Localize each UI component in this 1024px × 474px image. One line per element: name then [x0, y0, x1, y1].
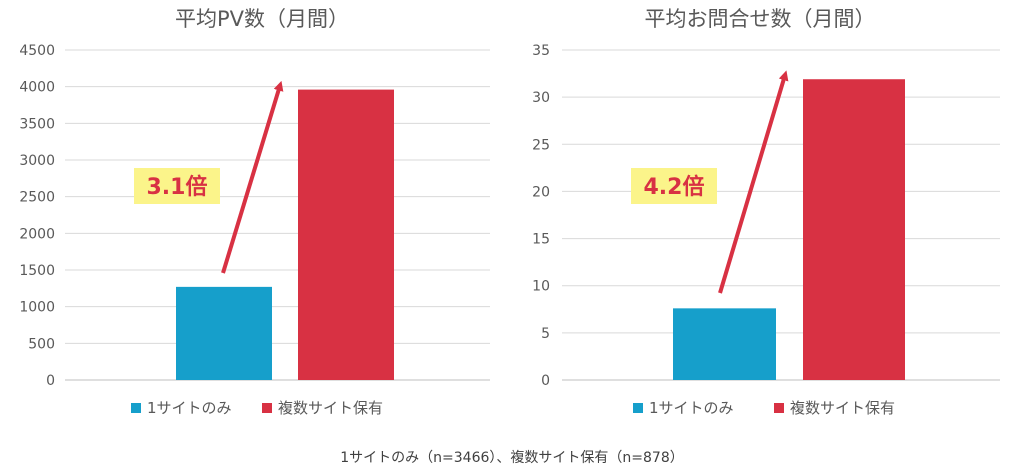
sample-size-footnote: 1サイトのみ（n=3466）、複数サイト保有（n=878）	[340, 449, 683, 466]
bars	[673, 79, 905, 380]
chart-title: 平均お問合せ数（月間）	[645, 7, 876, 31]
multiplier-badge-background	[134, 168, 220, 204]
increase-arrow	[221, 80, 284, 274]
legend-swatch	[262, 403, 272, 413]
y-tick-label: 3000	[19, 153, 55, 169]
legend-swatch	[774, 403, 784, 413]
chart-title: 平均PV数（月間）	[175, 7, 349, 31]
multiplier-badge: 3.1倍	[147, 174, 208, 200]
bar-multi-site	[298, 89, 394, 380]
legend: 1サイトのみ 複数サイト保有	[633, 399, 895, 417]
y-tick-label: 30	[532, 90, 550, 106]
y-tick-label: 10	[532, 279, 550, 295]
y-tick-label: 5	[541, 326, 550, 342]
y-tick-label: 35	[532, 43, 550, 59]
legend-label: 1サイトのみ	[147, 399, 232, 417]
y-tick-label: 4500	[19, 43, 55, 59]
y-axis-tick-labels: 0 5 10 15 20 25 30 35	[532, 43, 550, 389]
y-tick-label: 1500	[19, 263, 55, 279]
legend-swatch	[633, 403, 643, 413]
multiplier-badge: 4.2倍	[644, 174, 705, 200]
y-tick-label: 15	[532, 232, 550, 248]
bar-single-site	[176, 286, 272, 380]
y-tick-label: 0	[46, 373, 55, 389]
y-tick-label: 2000	[19, 226, 55, 242]
legend: 1サイトのみ 複数サイト保有	[131, 399, 383, 417]
multiplier-badge-background	[631, 168, 717, 204]
y-tick-label: 2500	[19, 190, 55, 206]
y-tick-label: 4000	[19, 80, 55, 96]
legend-label: 1サイトのみ	[649, 399, 734, 417]
inquiry-chart: 平均お問合せ数（月間） 0 5 10 15 20 25 30 35 4.2倍 1サイトのみ 複数…	[532, 7, 1000, 417]
gridlines	[562, 49, 1000, 381]
y-tick-label: 3500	[19, 116, 55, 132]
increase-arrow	[718, 70, 789, 294]
pv-chart: 平均PV数（月間） 0 500 1000 1500 2000 2500 3000 3500 40…	[19, 7, 490, 417]
legend-label: 複数サイト保有	[790, 399, 895, 417]
y-tick-label: 500	[28, 336, 55, 352]
y-tick-label: 1000	[19, 300, 55, 316]
legend-swatch	[131, 403, 141, 413]
bars	[176, 89, 394, 380]
y-tick-label: 0	[541, 373, 550, 389]
bar-multi-site	[803, 79, 905, 380]
y-axis-tick-labels: 0 500 1000 1500 2000 2500 3000 3500 4000 4500	[19, 43, 55, 389]
legend-label: 複数サイト保有	[278, 399, 383, 417]
y-tick-label: 20	[532, 184, 550, 200]
bar-single-site	[673, 308, 776, 380]
y-tick-label: 25	[532, 137, 550, 153]
